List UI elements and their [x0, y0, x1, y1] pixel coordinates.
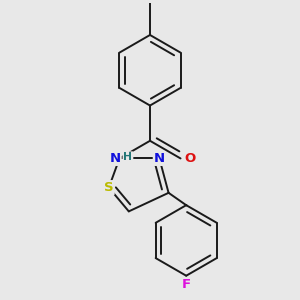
Text: N: N — [110, 152, 121, 165]
Text: S: S — [104, 181, 114, 194]
Text: H: H — [123, 152, 132, 162]
Text: N: N — [154, 152, 165, 165]
Text: F: F — [182, 278, 191, 291]
Text: O: O — [184, 152, 196, 165]
